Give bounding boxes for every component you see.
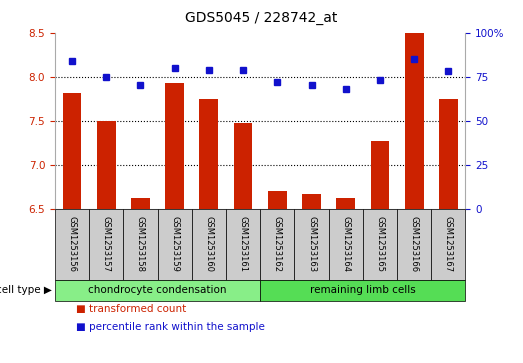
Text: GSM1253163: GSM1253163 — [307, 216, 316, 272]
Text: ■ percentile rank within the sample: ■ percentile rank within the sample — [76, 322, 265, 333]
Text: GSM1253164: GSM1253164 — [341, 216, 350, 272]
Bar — [439, 99, 458, 209]
Text: GSM1253156: GSM1253156 — [67, 216, 76, 272]
Text: GSM1253157: GSM1253157 — [102, 216, 111, 272]
Bar — [336, 198, 355, 209]
Bar — [405, 33, 424, 209]
Text: GSM1253167: GSM1253167 — [444, 216, 453, 272]
Text: GSM1253161: GSM1253161 — [238, 216, 247, 272]
Text: GSM1253158: GSM1253158 — [136, 216, 145, 272]
Text: ■ transformed count: ■ transformed count — [76, 304, 186, 314]
Text: GDS5045 / 228742_at: GDS5045 / 228742_at — [185, 11, 338, 25]
Text: GSM1253162: GSM1253162 — [273, 216, 282, 272]
Bar — [268, 191, 287, 209]
Text: remaining limb cells: remaining limb cells — [310, 285, 416, 295]
Bar — [165, 83, 184, 209]
Text: GSM1253159: GSM1253159 — [170, 216, 179, 272]
Text: chondrocyte condensation: chondrocyte condensation — [88, 285, 227, 295]
Text: cell type ▶: cell type ▶ — [0, 285, 52, 295]
Bar — [370, 141, 389, 209]
Text: GSM1253160: GSM1253160 — [204, 216, 213, 272]
Text: GSM1253166: GSM1253166 — [410, 216, 418, 272]
Bar — [199, 99, 218, 209]
Bar — [234, 123, 253, 209]
Bar — [302, 194, 321, 209]
Text: GSM1253165: GSM1253165 — [376, 216, 384, 272]
Bar — [63, 93, 82, 209]
Bar — [97, 121, 116, 209]
Bar — [131, 198, 150, 209]
